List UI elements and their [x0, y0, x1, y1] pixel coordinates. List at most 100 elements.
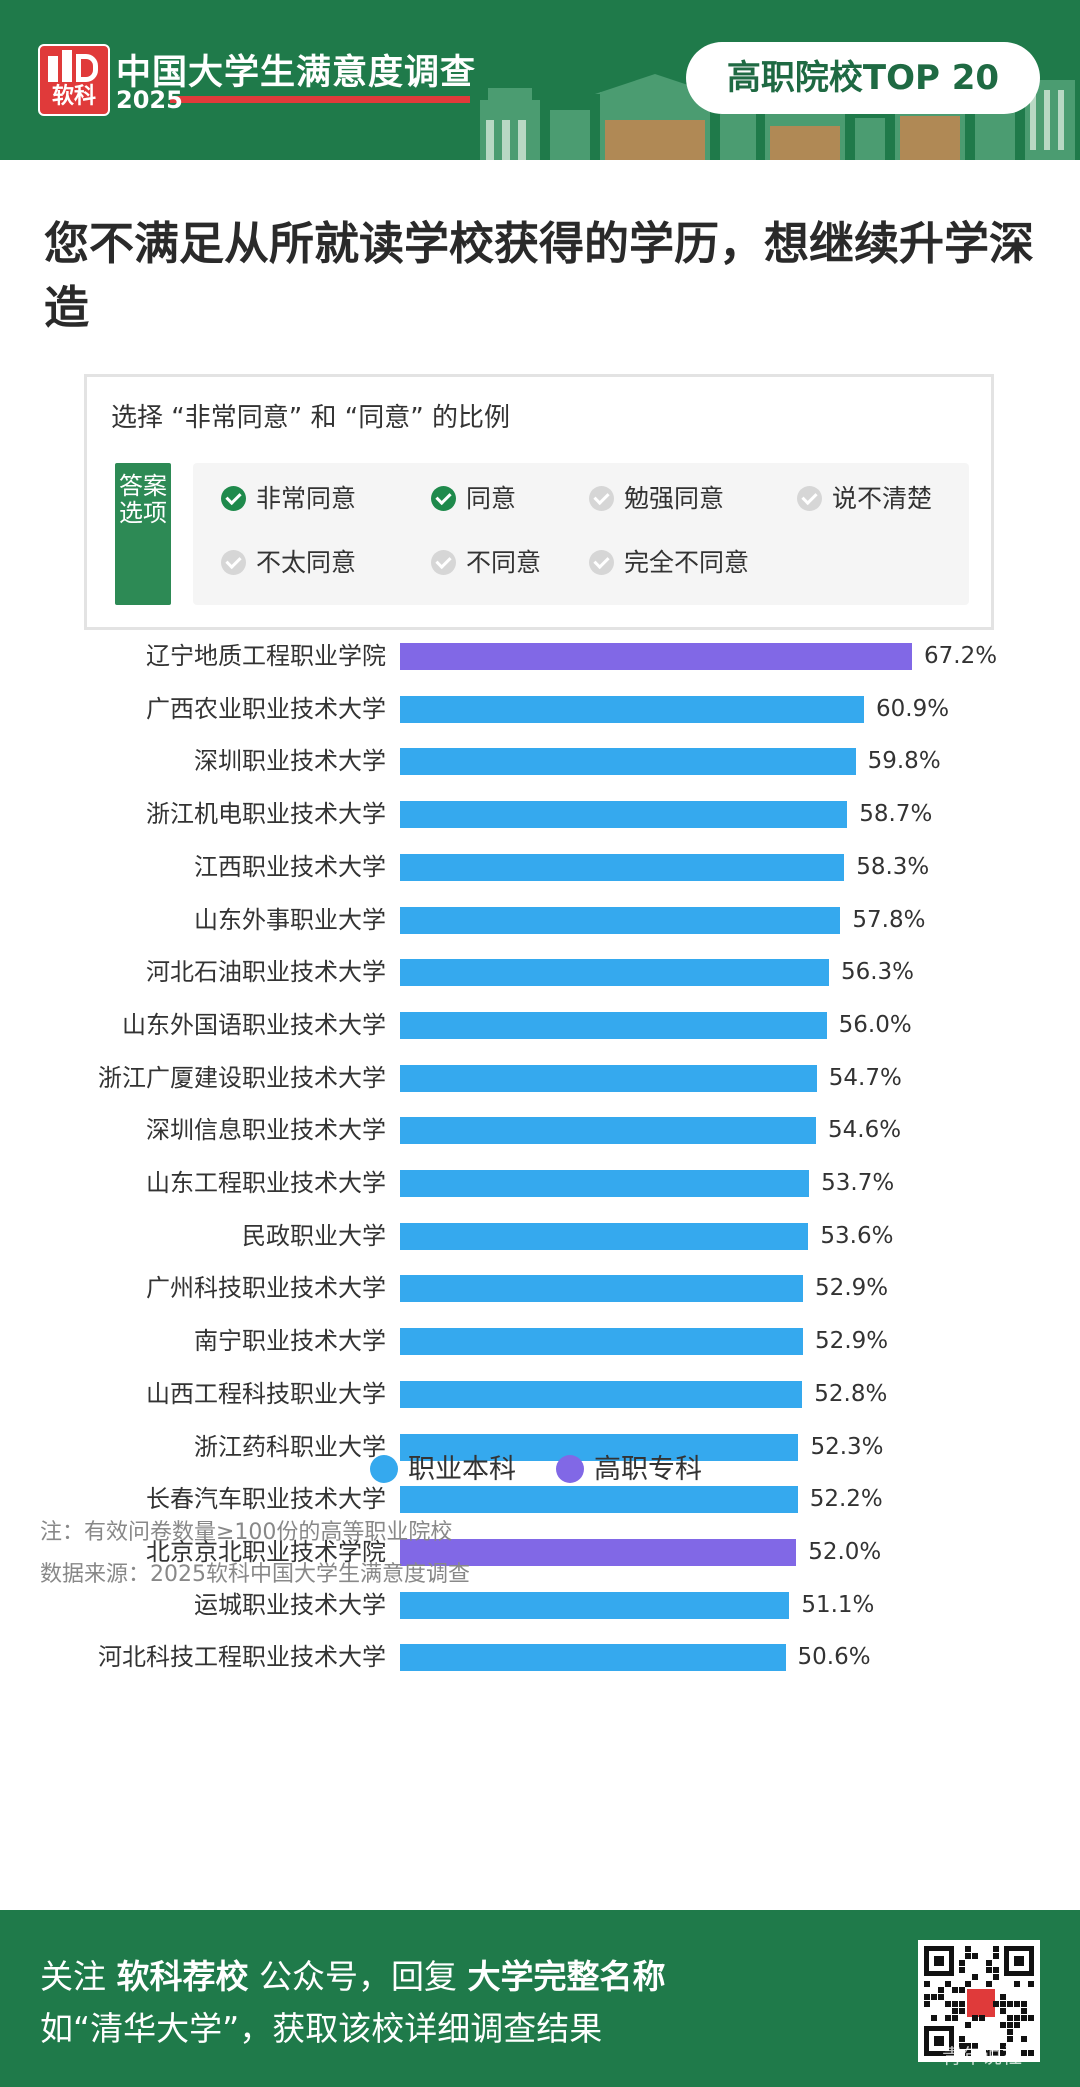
content-card: 您不满足从所就读学校获得的学历，想继续升学深造 选择 “非常同意” 和 “同意”… [0, 160, 1080, 1910]
bar [400, 1275, 804, 1303]
bar-chart: 辽宁地质工程职业学院 67.2% 广西农业职业技术大学 60.9% 深圳职业技术大学 59… [0, 640, 1080, 1672]
option-item: 非常同意 [221, 481, 356, 517]
qr-code[interactable] [918, 1940, 1040, 2062]
option-label: 说不清楚 [832, 484, 933, 513]
bar-category-label: 浙江广厦建设职业技术大学 [98, 1063, 386, 1092]
option-label: 完全不同意 [624, 548, 750, 577]
option-item: 完全不同意 [589, 545, 749, 581]
question-title: 您不满足从所就读学校获得的学历，想继续升学深造 [44, 217, 1035, 334]
bar-category-label: 浙江药科职业大学 [194, 1432, 386, 1461]
bar-value-label: 52.8% [814, 1380, 888, 1407]
legend-label: 职业本科 [408, 1454, 516, 1485]
footer-banner: 关注 软科荐校 公众号，回复 大学完整名称 如“清华大学”，获取该校详细调查结果 [0, 1910, 1080, 2087]
survey-title: 中国大学生满意度调查 [116, 53, 477, 93]
bar-value-label: 50.6% [797, 1644, 871, 1671]
bar-value-label: 56.0% [838, 1011, 912, 1038]
bar-value-label: 52.9% [815, 1328, 889, 1355]
bar [400, 643, 912, 670]
follow-instruction: 关注 软科荐校 公众号，回复 大学完整名称 [40, 1950, 665, 1998]
bar-value-label: 54.6% [828, 1117, 902, 1144]
bar [400, 1011, 827, 1039]
check-icon [431, 549, 456, 575]
survey-year: 2025 [116, 86, 183, 114]
option-label: 不同意 [466, 548, 542, 577]
watermark: 青年说社 [942, 2044, 1022, 2068]
bar-value-label: 59.8% [867, 748, 941, 775]
bar-value-label: 58.3% [856, 853, 930, 880]
bar-category-label: 山东外国语职业技术大学 [122, 1010, 386, 1039]
footnote: 注：有效问卷数量≥100份的高等职业院校 [40, 1520, 453, 1545]
data-source: 数据来源：2025软科中国大学生满意度调查 [40, 1562, 470, 1587]
bar [400, 959, 829, 987]
bar [400, 1222, 809, 1250]
check-icon [221, 549, 246, 575]
bar [400, 748, 856, 776]
bar-category-label: 运城职业技术大学 [194, 1590, 386, 1619]
check-icon [221, 485, 246, 511]
bar-category-label: 河北科技工程职业技术大学 [98, 1643, 386, 1672]
bar-value-label: 52.9% [815, 1275, 889, 1302]
bar-category-label: 江西职业技术大学 [194, 852, 386, 881]
example-instruction: 如“清华大学”，获取该校详细调查结果 [40, 2009, 603, 2048]
legend-item: 高职专科 [556, 1450, 702, 1490]
bar-value-label: 57.8% [852, 906, 926, 933]
bar [400, 906, 841, 934]
follow-text: 公众号，回复 [248, 1957, 468, 1996]
bar [400, 695, 864, 723]
check-icon [431, 485, 456, 511]
bar [400, 801, 848, 829]
bar [400, 853, 845, 881]
reply-keyword: 大学完整名称 [467, 1957, 666, 1996]
bar [400, 1644, 786, 1672]
header-banner: 软科 中国大学生满意度调查 2025 高职院校TOP 2 [0, 0, 1080, 160]
answer-options-box: 选择 “非常同意” 和 “同意” 的比例 答案选项 非常同意 同意 勉强同意 说… [84, 374, 994, 630]
legend-item: 职业本科 [370, 1450, 516, 1490]
check-icon [589, 549, 614, 575]
legend-label: 高职专科 [594, 1454, 702, 1485]
legend-swatch [556, 1454, 584, 1483]
options-heading: 选择 “非常同意” 和 “同意” 的比例 [111, 403, 510, 433]
option-label: 不太同意 [256, 548, 357, 577]
bar-value-label: 51.1% [801, 1591, 875, 1618]
bar-value-label: 60.9% [876, 695, 950, 722]
bar-category-label: 山西工程科技职业大学 [146, 1379, 386, 1408]
options-tag: 答案选项 [115, 463, 171, 605]
bar-category-label: 北京京北职业技术学院 [146, 1537, 386, 1566]
bar-category-label: 河北石油职业技术大学 [146, 958, 386, 987]
bar [400, 1328, 804, 1356]
bar [400, 1486, 798, 1514]
option-item: 不同意 [431, 545, 541, 581]
bar-category-label: 深圳信息职业技术大学 [146, 1116, 386, 1145]
bar-value-label: 53.7% [821, 1170, 895, 1196]
option-item: 勉强同意 [589, 481, 724, 517]
option-item: 同意 [431, 481, 516, 517]
option-item: 不太同意 [221, 545, 356, 581]
bar-category-label: 深圳职业技术大学 [194, 747, 386, 776]
title-underline [170, 96, 482, 103]
bar-value-label: 53.6% [820, 1222, 894, 1249]
bar [400, 1064, 817, 1092]
option-label: 同意 [466, 484, 517, 513]
logo-text: 软科 [51, 84, 96, 109]
bar [400, 1380, 803, 1408]
bar-value-label: 67.2% [924, 643, 998, 669]
check-icon [589, 485, 614, 511]
legend-swatch [370, 1454, 398, 1483]
option-item: 说不清楚 [797, 481, 932, 517]
bar-category-label: 浙江机电职业技术大学 [146, 800, 386, 829]
bar-category-label: 长春汽车职业技术大学 [146, 1485, 386, 1514]
bar-category-label: 南宁职业技术大学 [194, 1327, 386, 1356]
brand-logo: 软科 [38, 44, 110, 116]
bar-value-label: 54.7% [828, 1064, 902, 1091]
bar-value-label: 52.2% [809, 1486, 883, 1513]
bar-category-label: 广州科技职业技术大学 [146, 1274, 386, 1303]
bar-category-label: 民政职业大学 [242, 1221, 386, 1250]
option-label: 非常同意 [256, 484, 357, 513]
chart-legend: 职业本科 高职专科 [0, 1450, 1080, 1490]
account-name: 软科荐校 [116, 1957, 249, 1996]
bar-value-label: 52.0% [808, 1538, 882, 1565]
bar [400, 1170, 810, 1197]
bar [400, 1117, 816, 1145]
bar-category-label: 辽宁地质工程职业学院 [146, 642, 386, 670]
bar-category-label: 山东外事职业大学 [194, 905, 386, 934]
